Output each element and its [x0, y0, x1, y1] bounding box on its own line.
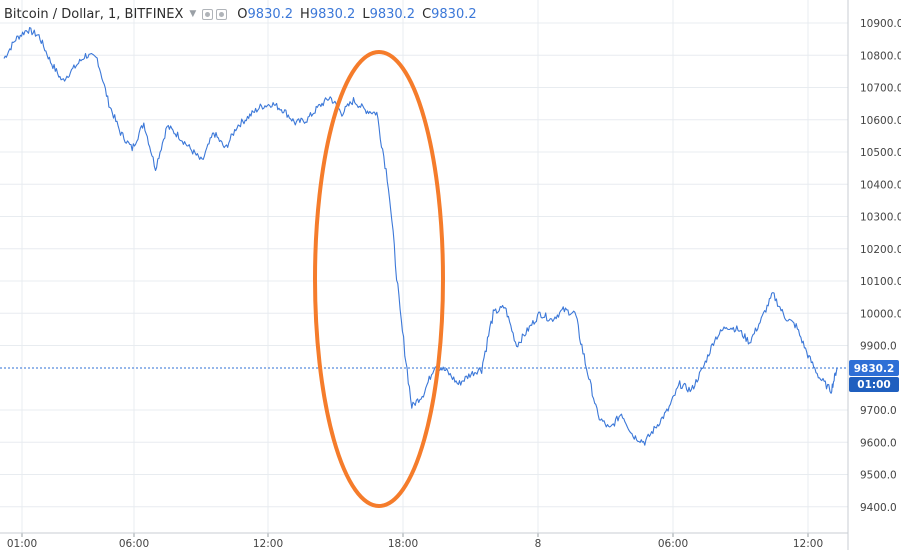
y-tick-label: 10400.0 [860, 179, 901, 191]
y-tick-label: 9900.0 [860, 341, 897, 353]
x-tick-label: 12:00 [253, 538, 283, 550]
y-tick-label: 10500.0 [860, 147, 901, 159]
x-tick-label: 01:00 [7, 538, 37, 550]
countdown-tag [849, 377, 899, 393]
close-quote: C9830.2 [422, 6, 477, 22]
y-tick-label: 10000.0 [860, 308, 901, 320]
y-tick-label: 9500.0 [860, 470, 897, 482]
plot-area[interactable] [0, 0, 848, 533]
gear-icon[interactable] [216, 8, 228, 20]
y-tick-label: 9400.0 [860, 502, 897, 514]
chart-legend: Bitcoin / Dollar, 1, BITFINEX ▼ O9830.2 … [4, 4, 477, 24]
x-tick-label: 18:00 [388, 538, 418, 550]
last-price-value: 9830.2 [854, 363, 895, 375]
countdown-value: 01:00 [857, 379, 890, 391]
y-tick-label: 9600.0 [860, 437, 897, 449]
x-tick-label: 06:00 [119, 538, 149, 550]
x-tick-label: 8 [535, 538, 542, 550]
symbol-title[interactable]: Bitcoin / Dollar, 1, BITFINEX [4, 6, 184, 22]
y-tick-label: 10800.0 [860, 50, 901, 62]
x-tick-label: 06:00 [658, 538, 688, 550]
high-quote: H9830.2 [300, 6, 356, 22]
y-tick-label: 10200.0 [860, 244, 901, 256]
eye-icon[interactable] [202, 8, 214, 20]
low-quote: L9830.2 [362, 6, 416, 22]
price-series-line[interactable] [3, 27, 838, 446]
annotation-ellipse[interactable] [313, 50, 445, 508]
chevron-down-icon[interactable]: ▼ [189, 9, 197, 19]
x-tick-label: 12:00 [793, 538, 823, 550]
y-tick-label: 10700.0 [860, 83, 901, 95]
y-tick-label: 10900.0 [860, 18, 901, 30]
open-quote: O9830.2 [237, 6, 294, 22]
last-price-tag [849, 360, 899, 377]
y-tick-label: 10300.0 [860, 212, 901, 224]
y-tick-label: 9700.0 [860, 405, 897, 417]
y-tick-label: 10600.0 [860, 115, 901, 127]
y-tick-label: 10100.0 [860, 276, 901, 288]
